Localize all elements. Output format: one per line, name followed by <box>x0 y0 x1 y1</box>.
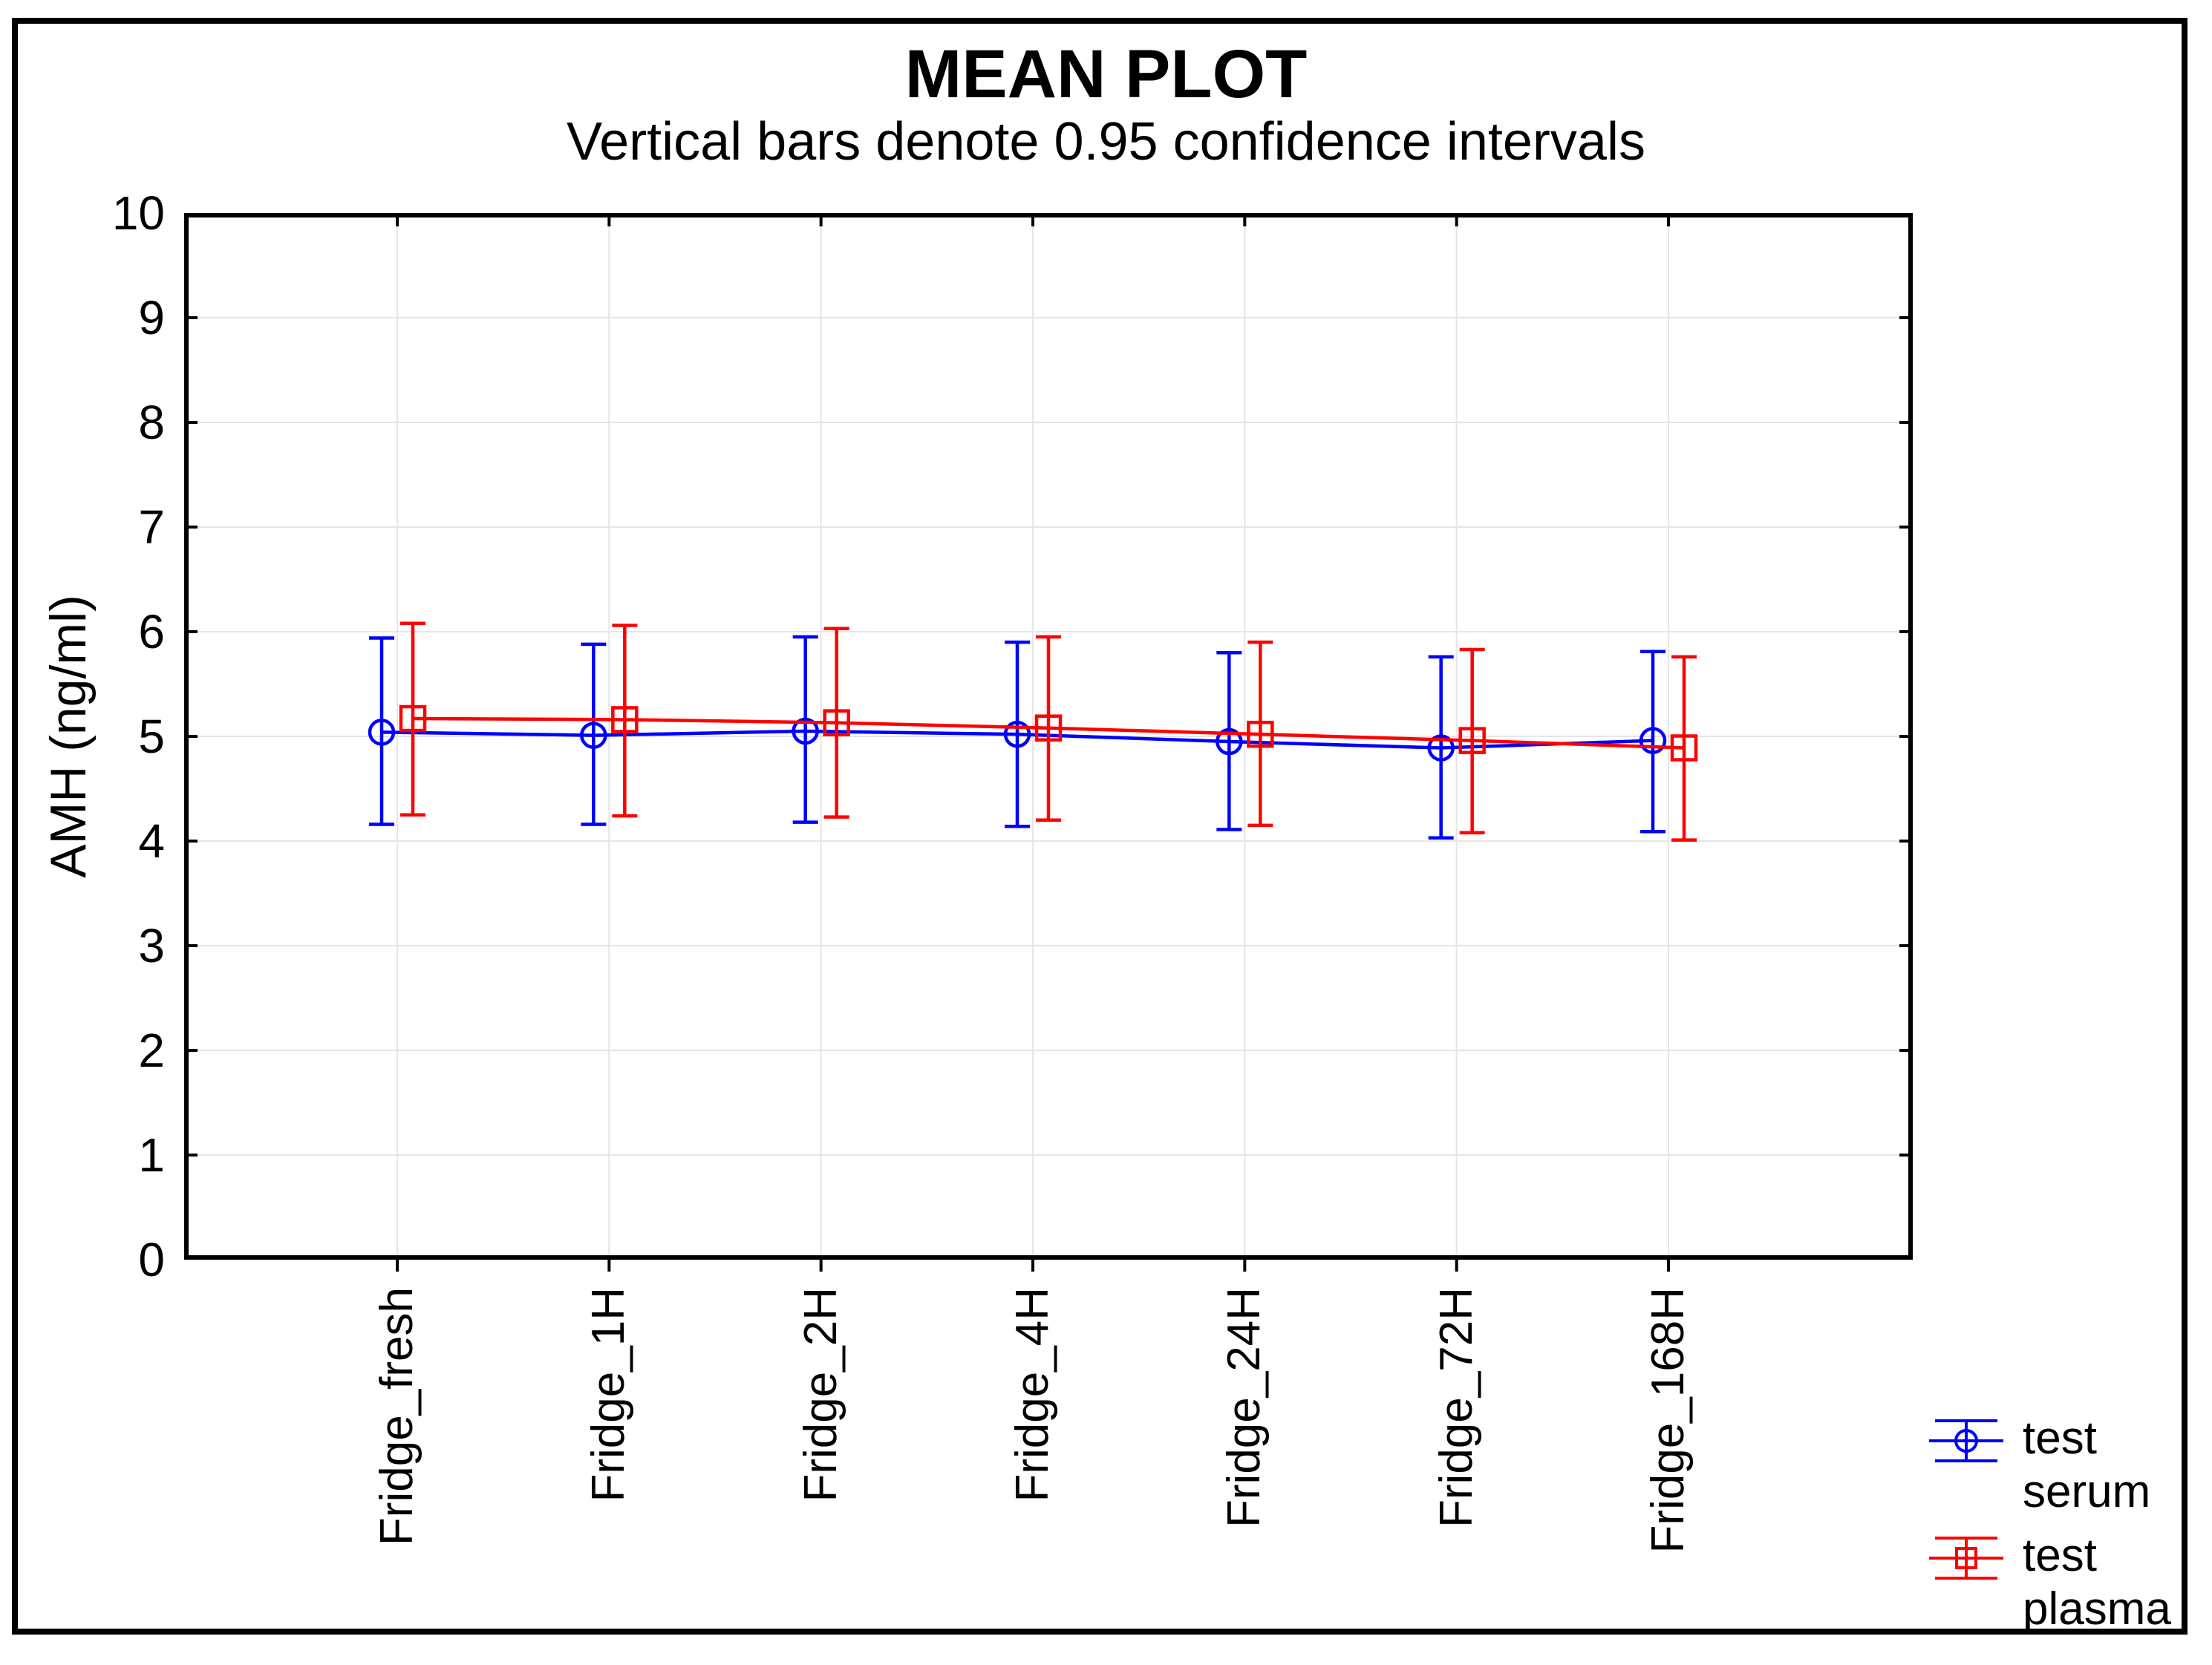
plot-frame <box>184 213 1913 1260</box>
x-tick-label: Fridge_72H <box>1430 1287 1482 1528</box>
y-tick-label: 7 <box>138 500 165 554</box>
y-tick-label: 2 <box>138 1024 165 1077</box>
x-tick-label: Fridge_fresh <box>371 1287 423 1546</box>
marker-square <box>1458 727 1486 754</box>
y-tick-label: 5 <box>138 710 165 763</box>
chart-subtitle: Vertical bars denote 0.95 confidence int… <box>567 112 1645 171</box>
x-tick-label: Fridge_168H <box>1642 1287 1694 1554</box>
marker-square <box>823 709 850 736</box>
plot-area <box>184 213 1913 1272</box>
y-tick-label: 4 <box>138 814 165 868</box>
y-tick-label: 1 <box>138 1128 165 1182</box>
x-tick-label: Fridge_2H <box>795 1287 846 1502</box>
y-tick-label: 9 <box>138 291 165 344</box>
legend-item: test plasma <box>1929 1529 2171 1636</box>
y-tick-label: 3 <box>138 919 165 972</box>
y-tick-label: 10 <box>111 186 165 240</box>
marker-circle <box>580 722 607 749</box>
marker-circle <box>1639 727 1667 754</box>
x-tick-label: Fridge_1H <box>583 1287 635 1502</box>
marker-square <box>399 704 427 733</box>
series-line-test-plasma <box>412 716 1685 750</box>
marker-square <box>1247 720 1274 748</box>
marker-square <box>611 706 639 733</box>
marker-circle <box>368 719 396 746</box>
legend-label: test serum <box>2023 1413 2151 1517</box>
marker-circle <box>792 717 819 745</box>
plasma-errorbar-icon <box>1929 1537 2003 1580</box>
legend-item: test serum <box>1929 1412 2171 1519</box>
marker-circle <box>1216 727 1243 756</box>
x-tick-label: Fridge_24H <box>1218 1287 1270 1528</box>
x-tick-label: Fridge_4H <box>1007 1287 1058 1502</box>
y-tick-label: 6 <box>138 605 165 658</box>
legend-label: test plasma <box>2023 1530 2171 1635</box>
marker-circle <box>1003 720 1031 748</box>
series-line-test-serum <box>381 729 1654 750</box>
marker-square <box>1034 714 1063 742</box>
marker-square <box>1670 734 1698 762</box>
y-tick-label: 0 <box>138 1233 165 1286</box>
legend: test serum test plasma <box>1929 1412 2171 1636</box>
serum-errorbar-icon <box>1929 1419 2003 1462</box>
y-tick-label: 8 <box>138 396 165 449</box>
marker-circle <box>1427 734 1455 762</box>
chart-title: MEAN PLOT <box>904 36 1308 112</box>
chart-outer-border <box>12 18 2187 1635</box>
